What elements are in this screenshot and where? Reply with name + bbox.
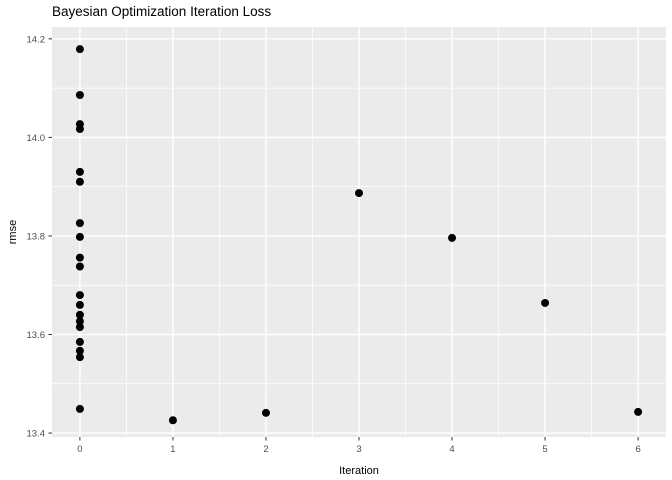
y-axis-title: rmse <box>7 219 19 245</box>
data-point <box>75 323 84 332</box>
x-tick-label: 1 <box>170 444 175 455</box>
data-point <box>75 346 84 355</box>
x-tick-label: 6 <box>635 444 640 455</box>
data-point <box>75 317 84 326</box>
y-tick-label: 14.2 <box>27 34 46 45</box>
data-point <box>75 91 84 100</box>
data-point <box>75 353 84 362</box>
data-point <box>448 233 457 242</box>
x-tick-label: 2 <box>263 444 268 455</box>
y-tick-label: 13.6 <box>27 330 46 341</box>
data-point <box>75 300 84 309</box>
data-point <box>75 167 84 176</box>
data-point <box>541 298 550 307</box>
data-point <box>75 219 84 228</box>
data-point <box>261 408 270 417</box>
chart-title: Bayesian Optimization Iteration Loss <box>52 4 272 19</box>
data-point <box>75 404 84 413</box>
data-point <box>75 262 84 271</box>
data-point <box>75 291 84 300</box>
x-tick-label: 4 <box>449 444 454 455</box>
x-tick-label: 3 <box>356 444 361 455</box>
data-point <box>75 337 84 346</box>
y-tick-label: 14.0 <box>27 133 46 144</box>
data-point <box>75 232 84 241</box>
x-tick-label: 5 <box>542 444 547 455</box>
data-point <box>168 416 177 425</box>
x-tick-label: 0 <box>77 444 82 455</box>
data-point <box>75 45 84 54</box>
data-point <box>75 253 84 262</box>
data-point <box>634 407 643 416</box>
y-tick-label: 13.4 <box>27 429 46 440</box>
y-tick-label: 13.8 <box>27 231 46 242</box>
data-point <box>75 177 84 186</box>
data-point <box>75 125 84 134</box>
data-point <box>75 310 84 319</box>
x-axis-title: Iteration <box>339 465 379 477</box>
data-point <box>355 189 363 198</box>
